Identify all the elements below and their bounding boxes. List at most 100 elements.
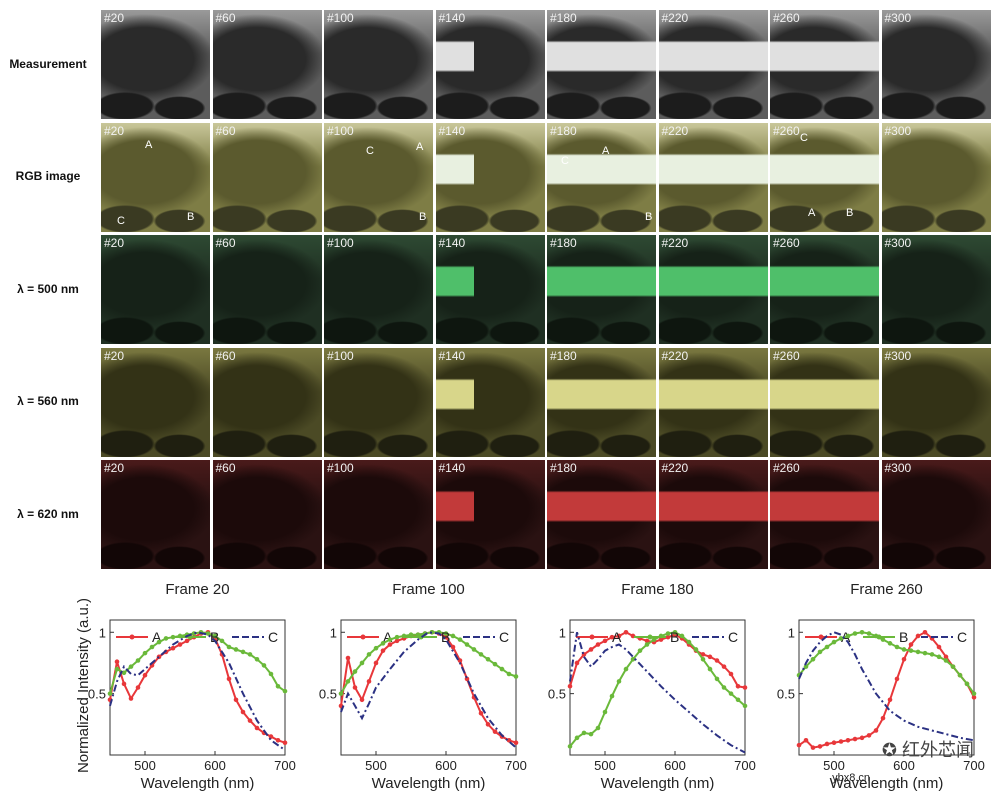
frame-number: #260 xyxy=(773,11,800,25)
data-point xyxy=(261,663,267,668)
data-point xyxy=(630,656,636,662)
frame-tile: #260 C A B xyxy=(770,122,879,232)
data-point xyxy=(588,731,594,737)
data-point xyxy=(595,725,601,731)
frame-tile: #100 xyxy=(324,460,433,569)
data-point xyxy=(352,669,358,674)
legend-label: B xyxy=(441,629,450,645)
data-point xyxy=(282,688,288,694)
frame-tile: #300 xyxy=(881,460,991,569)
x-axis-label: Wavelength (nm) xyxy=(601,775,715,792)
data-point xyxy=(609,693,615,699)
data-point xyxy=(128,696,134,701)
frame-number: #180 xyxy=(550,11,577,25)
legend-marker xyxy=(647,634,653,640)
frame-tile: #260 xyxy=(770,235,879,344)
data-point xyxy=(700,652,706,657)
data-point xyxy=(964,681,970,687)
data-point xyxy=(128,664,134,669)
chart-title: Frame 100 xyxy=(392,581,465,598)
data-point xyxy=(457,637,463,642)
frame-tile: #60 xyxy=(212,10,322,119)
frame-tile: #100 xyxy=(324,347,433,457)
data-point xyxy=(887,697,893,703)
y-tick-label: 0.5 xyxy=(777,687,795,702)
data-point xyxy=(838,739,844,744)
data-point xyxy=(443,631,449,636)
frame-tile: #100 xyxy=(324,10,433,119)
data-point xyxy=(936,654,942,660)
marker-label: B xyxy=(419,210,427,223)
data-point xyxy=(588,647,594,652)
data-point xyxy=(366,652,372,657)
y-tick-label: 0.5 xyxy=(88,687,106,702)
watermark: ✪ 红外芯闻 xyxy=(882,736,974,762)
data-point xyxy=(345,679,351,684)
data-point xyxy=(268,671,274,677)
data-point xyxy=(156,639,162,645)
data-point xyxy=(943,658,949,663)
data-point xyxy=(616,633,622,639)
data-point xyxy=(450,633,456,639)
frame-number: #180 xyxy=(550,236,577,250)
x-tick-label: 700 xyxy=(274,758,296,773)
watermark-text: 红外芯闻 xyxy=(902,740,974,760)
data-point xyxy=(142,650,148,656)
legend-label: C xyxy=(499,629,509,645)
x-tick-label: 700 xyxy=(505,758,527,773)
data-point xyxy=(121,670,127,676)
data-point xyxy=(492,661,498,667)
data-point xyxy=(114,659,120,665)
legend-label: A xyxy=(383,629,393,645)
frame-number: #20 xyxy=(104,11,125,25)
frame-number: #220 xyxy=(661,123,689,138)
frame-tile: #100 xyxy=(324,235,433,344)
data-point xyxy=(205,631,211,636)
marker-label: C xyxy=(117,214,125,227)
frame-number: #60 xyxy=(215,348,236,363)
frame-number: #60 xyxy=(215,236,236,250)
data-point xyxy=(233,697,239,703)
data-point xyxy=(721,685,727,690)
data-point xyxy=(394,638,400,644)
frame-number: #300 xyxy=(884,123,912,138)
image-grid: Measurement #20 #60 #100 #140 #180 #220 #260 #30… xyxy=(9,10,991,569)
data-point xyxy=(602,709,608,715)
marker-label: A xyxy=(602,144,610,157)
frame-tile: #260 xyxy=(770,10,879,119)
series-line-c xyxy=(340,631,517,749)
data-point xyxy=(359,660,365,666)
data-point xyxy=(114,666,120,672)
legend-marker xyxy=(589,634,595,640)
frame-tile: #140 xyxy=(435,122,545,232)
x-axis-label: Wavelength (nm) xyxy=(372,775,486,792)
data-point xyxy=(810,745,816,750)
row-label-l560: λ = 560 nm xyxy=(17,394,79,408)
data-point xyxy=(901,656,907,662)
data-point xyxy=(950,664,956,669)
frame-number: #60 xyxy=(215,11,236,25)
series-line-c xyxy=(569,632,746,754)
data-point xyxy=(268,734,274,739)
data-point xyxy=(247,718,253,723)
data-point xyxy=(623,629,629,635)
x-tick-label: 600 xyxy=(204,758,226,773)
frame-number: #260 xyxy=(773,348,800,363)
frame-number: #140 xyxy=(438,236,466,250)
y-tick-label: 0.5 xyxy=(548,687,566,702)
frame-number: #220 xyxy=(661,348,689,363)
data-point xyxy=(735,683,741,689)
data-point xyxy=(707,654,713,660)
frame-number: #60 xyxy=(215,123,236,138)
data-point xyxy=(471,647,477,652)
y-tick-label: 1 xyxy=(99,625,106,640)
marker-label: B xyxy=(187,210,195,223)
data-point xyxy=(803,737,809,743)
marker-label: C xyxy=(800,131,808,144)
data-point xyxy=(651,637,657,642)
frame-number: #20 xyxy=(104,348,125,363)
frame-tile: #60 xyxy=(212,122,322,232)
data-point xyxy=(574,660,580,666)
frame-tile: #220 xyxy=(658,10,768,119)
data-point xyxy=(971,691,977,696)
